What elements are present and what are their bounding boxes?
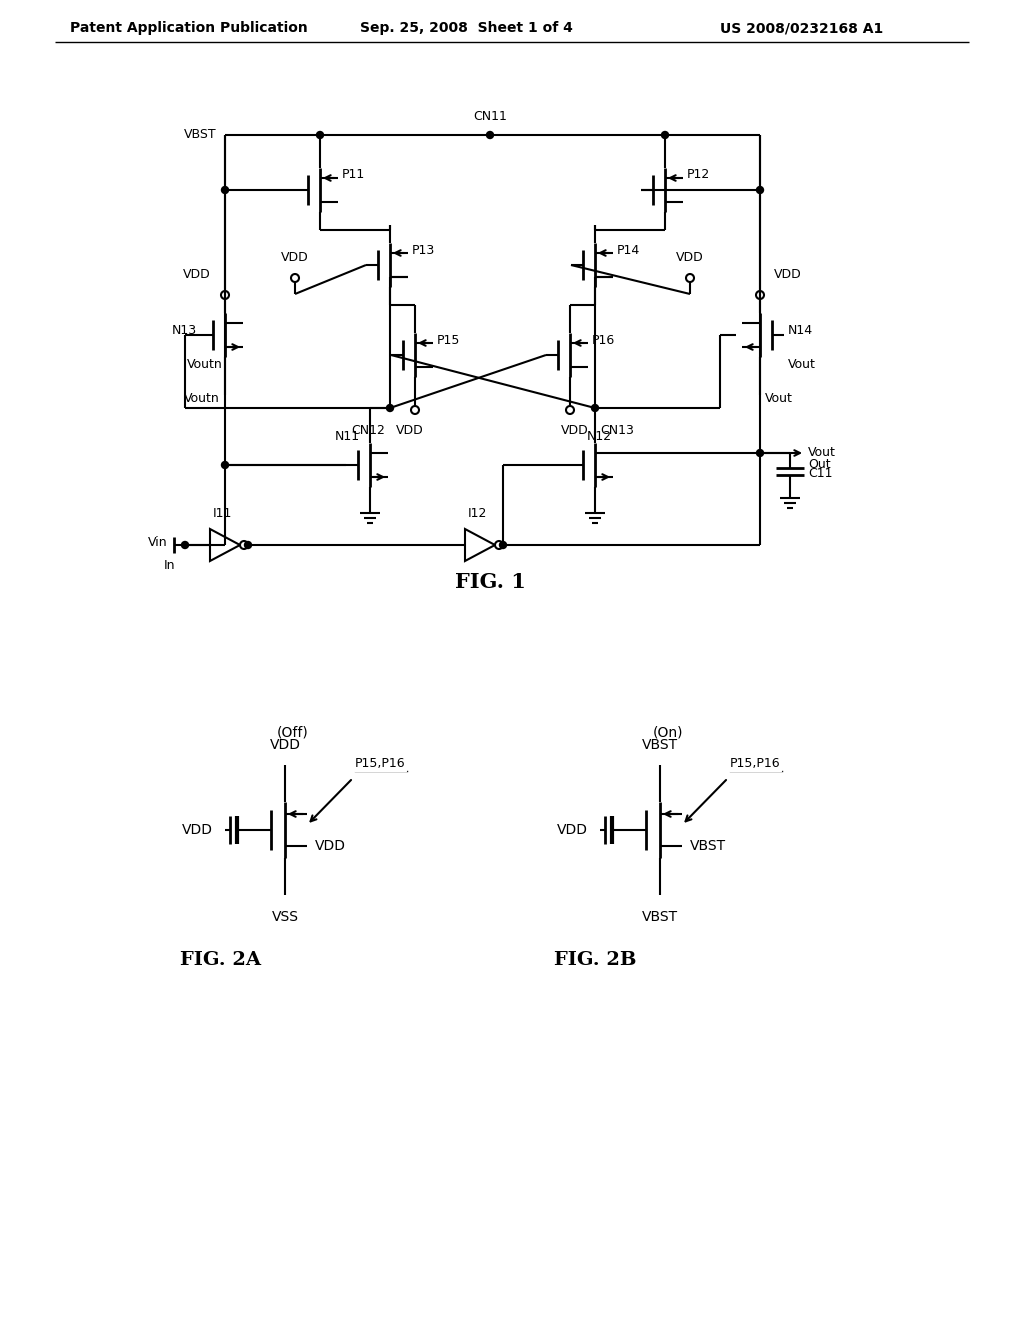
Text: P11: P11: [342, 169, 366, 181]
Text: VBST: VBST: [642, 909, 678, 924]
Text: VDD: VDD: [561, 424, 589, 437]
Text: Out: Out: [808, 458, 830, 471]
Text: VDD: VDD: [182, 822, 213, 837]
Text: CN13: CN13: [600, 424, 634, 437]
Text: P13: P13: [412, 243, 435, 256]
Text: FIG. 1: FIG. 1: [455, 572, 525, 591]
Text: In: In: [164, 558, 175, 572]
Text: Vin: Vin: [148, 536, 168, 549]
Circle shape: [486, 132, 494, 139]
Text: VBST: VBST: [690, 840, 726, 853]
Text: VDD: VDD: [269, 738, 300, 752]
Text: Vout: Vout: [808, 446, 836, 459]
Text: VBST: VBST: [184, 128, 217, 141]
Circle shape: [181, 541, 188, 549]
Text: P16: P16: [592, 334, 615, 346]
Text: I11: I11: [212, 507, 231, 520]
Text: Voutn: Voutn: [184, 392, 220, 405]
Text: Voutn: Voutn: [187, 359, 223, 371]
Text: P15: P15: [437, 334, 461, 346]
Circle shape: [221, 186, 228, 194]
Text: Vout: Vout: [788, 359, 816, 371]
Circle shape: [757, 186, 764, 194]
Text: VDD: VDD: [315, 840, 346, 853]
Text: I12: I12: [467, 507, 486, 520]
Text: VDD: VDD: [557, 822, 588, 837]
Text: N11: N11: [335, 430, 360, 444]
Text: FIG. 2A: FIG. 2A: [179, 950, 260, 969]
Text: Vout: Vout: [765, 392, 793, 405]
Text: C11: C11: [808, 467, 833, 480]
Text: P14: P14: [617, 243, 640, 256]
Text: VBST: VBST: [642, 738, 678, 752]
Text: P12: P12: [687, 169, 711, 181]
Text: N13: N13: [172, 323, 197, 337]
Text: Patent Application Publication: Patent Application Publication: [70, 21, 308, 36]
Text: P15,P16: P15,P16: [355, 756, 406, 770]
Text: (On): (On): [652, 725, 683, 739]
Text: VDD: VDD: [282, 251, 309, 264]
Circle shape: [662, 132, 669, 139]
Circle shape: [386, 404, 393, 412]
Text: VDD: VDD: [183, 268, 211, 281]
Text: VDD: VDD: [676, 251, 703, 264]
Circle shape: [500, 541, 507, 549]
Circle shape: [757, 450, 764, 457]
Circle shape: [221, 462, 228, 469]
Text: N12: N12: [587, 430, 612, 444]
Text: P15,P16: P15,P16: [730, 756, 780, 770]
Text: CN11: CN11: [473, 110, 507, 123]
Text: VDD: VDD: [774, 268, 802, 281]
Text: FIG. 2B: FIG. 2B: [554, 950, 636, 969]
Circle shape: [245, 541, 252, 549]
Text: VDD: VDD: [396, 424, 424, 437]
Text: N14: N14: [788, 323, 813, 337]
Text: CN12: CN12: [351, 424, 385, 437]
Circle shape: [316, 132, 324, 139]
Circle shape: [592, 404, 598, 412]
Text: Sep. 25, 2008  Sheet 1 of 4: Sep. 25, 2008 Sheet 1 of 4: [360, 21, 572, 36]
Text: VSS: VSS: [271, 909, 299, 924]
Text: (Off): (Off): [278, 725, 309, 739]
Text: US 2008/0232168 A1: US 2008/0232168 A1: [720, 21, 884, 36]
